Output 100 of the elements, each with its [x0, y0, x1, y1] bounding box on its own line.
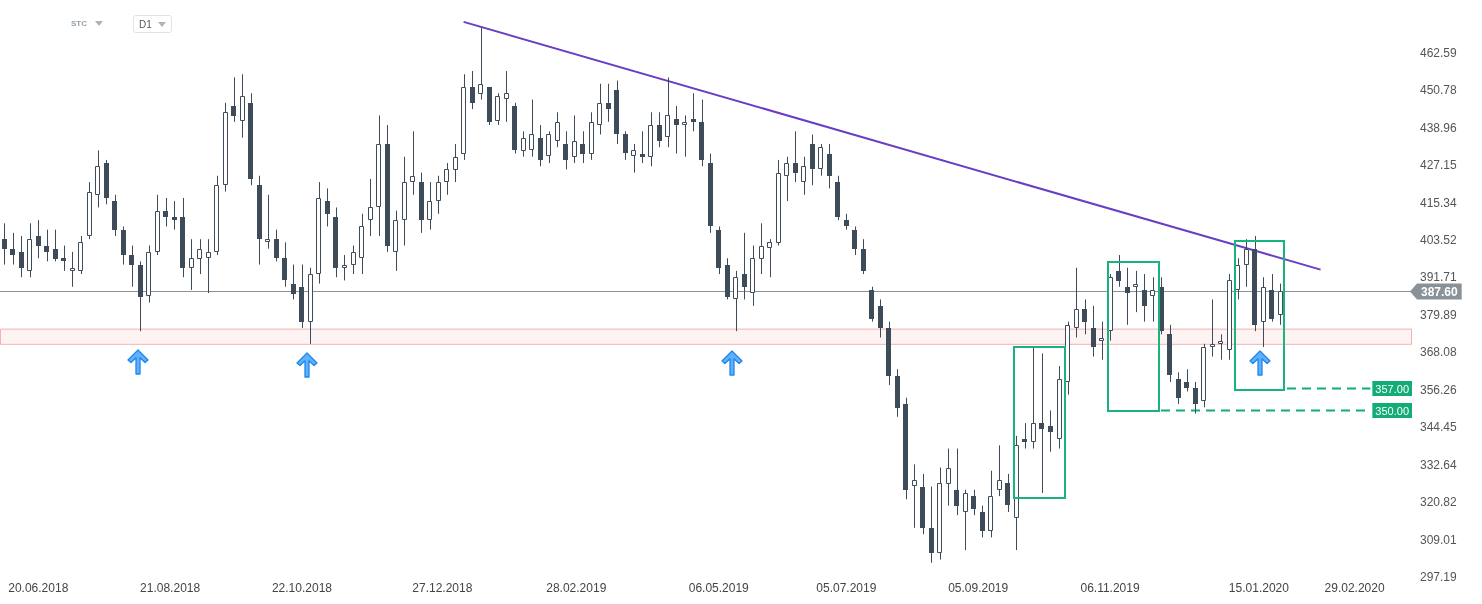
- x-tick-label: 05.09.2019: [948, 580, 1009, 595]
- candlestick: [1125, 267, 1130, 326]
- candlestick: [529, 99, 534, 158]
- candlestick: [368, 178, 373, 237]
- candlestick: [572, 114, 577, 164]
- candlestick: [1201, 343, 1206, 408]
- candlestick: [495, 92, 500, 126]
- y-tick-label: 320.82: [1420, 495, 1458, 510]
- candlestick: [648, 111, 653, 167]
- candlestick: [214, 175, 219, 256]
- candlestick: [1022, 422, 1027, 450]
- candlestick: [682, 114, 687, 158]
- candlestick: [937, 467, 942, 561]
- candlestick: [155, 194, 160, 256]
- candlestick: [818, 143, 823, 177]
- candlestick: [129, 245, 134, 288]
- candlestick: [1227, 273, 1232, 361]
- candlestick: [589, 111, 594, 161]
- candlestick: [1031, 346, 1036, 450]
- candlestick: [36, 219, 41, 259]
- candlestick: [1184, 368, 1189, 392]
- candlestick: [402, 156, 407, 247]
- candlestick: [189, 238, 194, 291]
- candlestick: [988, 470, 993, 538]
- x-tick-label: 29.02.2020: [1324, 580, 1385, 595]
- candlestick: [95, 149, 100, 208]
- candlestick: [1218, 333, 1223, 361]
- ref-line-label: 387.60: [1421, 284, 1459, 299]
- candlestick: [1048, 409, 1053, 453]
- candlestick: [146, 245, 151, 304]
- candlestick: [87, 181, 92, 240]
- x-tick-label: 21.08.2018: [140, 580, 201, 595]
- candlestick: [1133, 270, 1138, 313]
- candlestick: [351, 245, 356, 275]
- candlestick: [606, 83, 611, 123]
- candlestick: [163, 197, 168, 227]
- y-tick-label: 344.45: [1420, 420, 1458, 435]
- candlestick: [291, 264, 296, 300]
- candlestick: [742, 232, 747, 300]
- candlestick: [2, 222, 7, 266]
- candlestick: [427, 181, 432, 231]
- x-tick-label: 27.12.2018: [412, 580, 473, 595]
- candlestick: [631, 143, 636, 174]
- y-tick-label: 438.96: [1420, 120, 1458, 135]
- y-tick-label: 415.34: [1420, 195, 1458, 210]
- candlestick: [1074, 267, 1079, 339]
- candlestick: [444, 162, 449, 196]
- candlestick: [1244, 238, 1249, 288]
- annotation: D1: [139, 18, 152, 30]
- y-tick-label: 332.64: [1420, 457, 1458, 472]
- candlestick: [461, 73, 466, 161]
- candlestick: [640, 130, 645, 164]
- x-tick-label: 28.02.2019: [546, 580, 607, 595]
- candlestick: [954, 448, 959, 516]
- candlestick: [53, 229, 58, 262]
- candlestick: [1039, 352, 1044, 494]
- candlestick: [733, 270, 738, 332]
- x-tick-label: 15.01.2020: [1228, 580, 1290, 595]
- candlestick: [197, 238, 202, 275]
- candlestick: [691, 92, 696, 132]
- candlestick: [78, 235, 83, 275]
- candlestick: [750, 245, 755, 307]
- candlestick: [997, 444, 1002, 497]
- candlestick: [10, 232, 15, 266]
- candlestick: [265, 194, 270, 250]
- candlestick: [555, 111, 560, 148]
- candlestick: [61, 245, 66, 272]
- x-tick-label: 06.05.2019: [688, 580, 750, 595]
- candlestick: [776, 159, 781, 247]
- y-tick-label: 427.15: [1420, 158, 1458, 173]
- annotation: STC: [71, 18, 87, 28]
- candlestick: [436, 175, 441, 215]
- candlestick: [674, 105, 679, 155]
- candlestick: [1278, 283, 1283, 326]
- x-tick-label: 05.07.2019: [816, 580, 877, 595]
- candlestick: [1210, 298, 1215, 358]
- y-tick-label: 356.26: [1420, 382, 1458, 397]
- candlestick: [912, 463, 917, 529]
- candlestick: [801, 156, 806, 196]
- candlestick: [240, 73, 245, 139]
- candlestick: [521, 130, 526, 158]
- candlestick: [359, 213, 364, 275]
- candlestick: [1099, 321, 1104, 361]
- candlestick: [963, 489, 968, 551]
- ref-line-label: 350.00: [1375, 404, 1410, 417]
- candlestick: [597, 83, 602, 135]
- y-tick-label: 297.19: [1420, 570, 1458, 585]
- candlestick: [376, 114, 381, 237]
- candlestick: [308, 267, 313, 345]
- candlestick: [70, 251, 75, 288]
- dropdown: D1: [133, 15, 172, 33]
- candlestick: [223, 102, 228, 193]
- candlestick: [1261, 276, 1266, 348]
- candlestick: [231, 76, 236, 123]
- candlestick: [1057, 365, 1062, 450]
- candlestick: [393, 210, 398, 272]
- candlestick: [759, 222, 764, 275]
- candlestick: [784, 156, 789, 202]
- y-tick-label: 462.59: [1420, 45, 1458, 60]
- candlestick: [410, 130, 415, 196]
